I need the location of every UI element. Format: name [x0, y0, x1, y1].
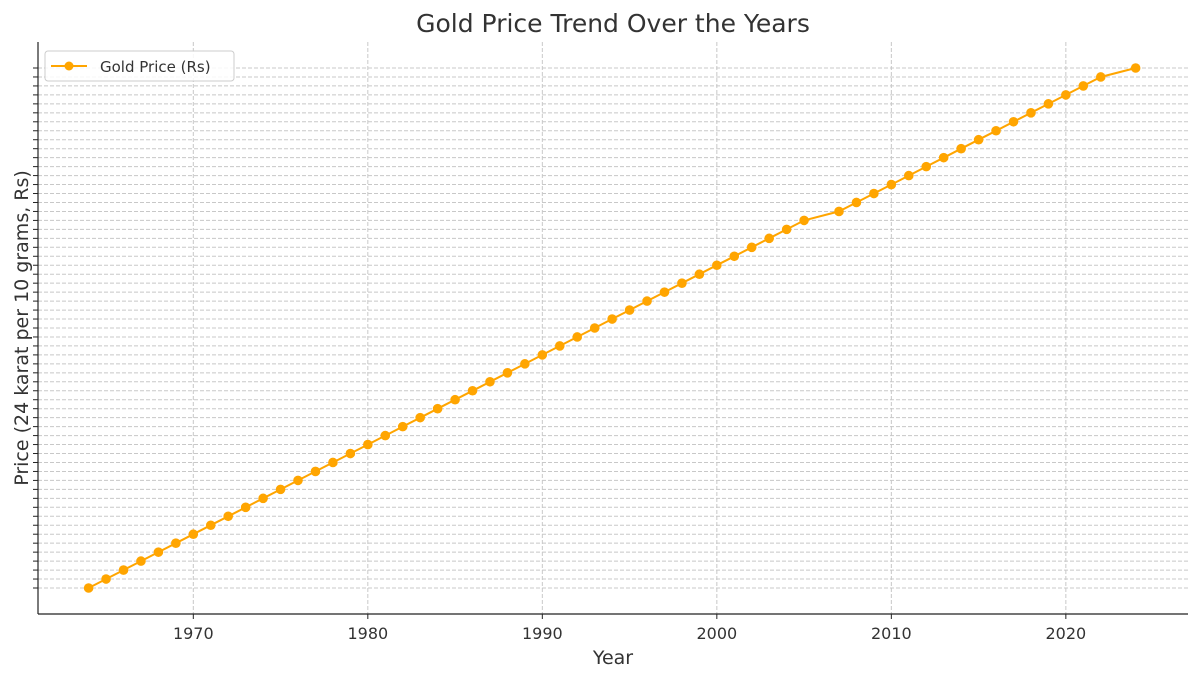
data-point: [380, 430, 391, 441]
x-tick-label: 1980: [347, 624, 388, 643]
chart-title: Gold Price Trend Over the Years: [416, 9, 810, 38]
data-point: [886, 179, 897, 190]
data-point: [328, 457, 338, 468]
data-point: [101, 574, 111, 584]
data-point: [240, 502, 251, 513]
data-point: [589, 323, 600, 333]
x-axis-label: Year: [592, 647, 633, 669]
data-point: [1095, 72, 1106, 82]
x-tick-label: 1970: [173, 624, 214, 643]
data-point: [136, 556, 146, 566]
data-point: [781, 224, 792, 235]
data-point: [520, 359, 530, 369]
x-tick-label: 2010: [871, 624, 912, 643]
series-points: [83, 63, 1141, 593]
data-point: [345, 448, 356, 459]
data-point: [502, 368, 513, 378]
data-point: [921, 161, 932, 172]
x-tick-label: 2000: [696, 624, 737, 643]
data-point: [572, 332, 583, 342]
data-point: [83, 583, 94, 593]
data-point: [554, 341, 565, 351]
data-point: [642, 296, 652, 306]
x-tick-label: 1990: [522, 624, 563, 643]
data-point: [1078, 81, 1089, 91]
data-point: [415, 412, 425, 423]
data-point: [659, 287, 670, 297]
data-point: [607, 314, 617, 324]
legend-marker-icon: [64, 61, 74, 71]
data-point: [694, 269, 705, 280]
data-point: [834, 206, 844, 217]
data-point: [258, 493, 268, 504]
data-point: [223, 511, 234, 522]
x-tick-label: 2020: [1045, 624, 1086, 643]
data-point: [746, 242, 757, 253]
data-point: [677, 278, 687, 288]
data-point: [991, 125, 1001, 136]
data-point: [310, 466, 321, 477]
data-point: [397, 421, 408, 432]
data-point: [764, 233, 774, 244]
data-point: [485, 376, 495, 387]
data-point: [938, 152, 949, 163]
data-point: [363, 439, 373, 450]
data-point: [869, 188, 879, 199]
data-point: [624, 305, 635, 315]
data-point: [118, 565, 129, 575]
data-point: [275, 484, 286, 495]
data-point: [432, 403, 443, 414]
data-point: [171, 538, 181, 548]
legend: Gold Price (Rs): [44, 50, 235, 82]
data-point: [973, 134, 984, 145]
data-point: [712, 260, 722, 271]
y-axis-label: Price (24 karat per 10 grams, Rs): [11, 170, 33, 486]
data-point: [450, 394, 460, 405]
data-point: [729, 251, 740, 262]
data-point: [956, 143, 966, 154]
data-point: [293, 475, 303, 486]
legend-box: [44, 50, 235, 82]
data-point: [188, 529, 199, 540]
data-point: [1061, 90, 1071, 100]
data-point: [851, 197, 862, 208]
gridlines: [38, 42, 1188, 614]
x-ticks: 1970 1980 1990 2000 2010 2020: [173, 614, 1086, 643]
data-point: [1026, 108, 1036, 118]
data-point: [1130, 63, 1141, 73]
data-point: [1008, 116, 1019, 127]
data-point: [903, 170, 914, 181]
legend-label: Gold Price (Rs): [100, 58, 211, 76]
data-point: [1043, 99, 1054, 109]
data-point: [467, 385, 478, 396]
data-point: [537, 350, 548, 360]
data-point: [153, 547, 164, 557]
y-ticks: [33, 67, 38, 589]
data-point: [799, 215, 809, 226]
data-point: [205, 520, 216, 531]
